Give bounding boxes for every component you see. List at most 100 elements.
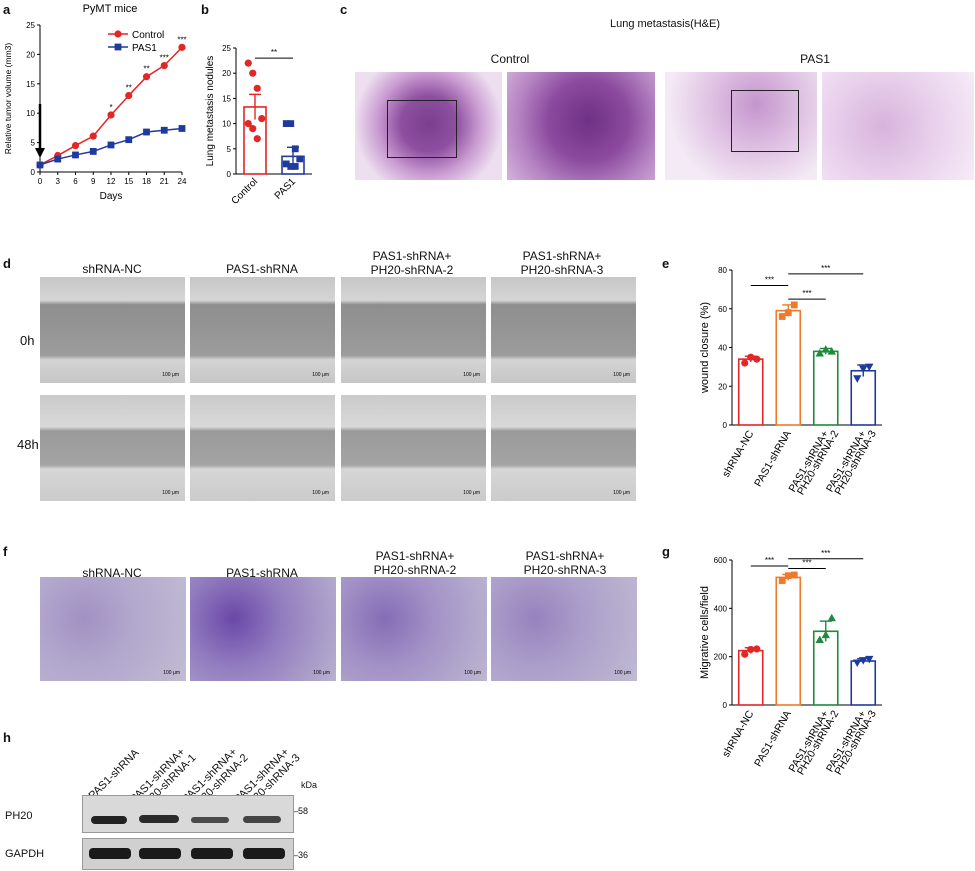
histology-pas1-zoom bbox=[822, 72, 974, 180]
data-point bbox=[853, 659, 862, 668]
bar bbox=[775, 309, 802, 426]
scale-bar: 100 μm bbox=[162, 490, 179, 496]
data-point bbox=[36, 161, 44, 169]
y-tick-label: 25 bbox=[26, 21, 35, 30]
scale-bar: 100 μm bbox=[614, 670, 631, 676]
x-category-label: shRNA-NC bbox=[720, 428, 757, 479]
x-category-label: PAS1 bbox=[273, 176, 299, 202]
bar bbox=[812, 350, 839, 426]
data-point bbox=[54, 155, 62, 163]
x-axis-label: Days bbox=[100, 191, 123, 202]
chart-b: 0 5 10 15 20 25 Lung metastasis nodules Control… bbox=[205, 44, 312, 207]
panel-d-col-3: PAS1-shRNA+ PH20-shRNA-2 bbox=[370, 249, 454, 277]
legend-marker bbox=[114, 30, 122, 38]
data-point bbox=[790, 571, 798, 579]
data-point bbox=[747, 353, 755, 361]
data-point bbox=[71, 141, 80, 150]
band bbox=[191, 848, 233, 859]
wound-image-48h-2: 100 μm bbox=[190, 395, 335, 501]
significance-mark: *** bbox=[765, 556, 774, 565]
y-tick-label: 25 bbox=[222, 44, 231, 53]
x-tick-label: 18 bbox=[142, 177, 151, 186]
panel-c-group-control: Control bbox=[490, 52, 530, 66]
data-point bbox=[753, 645, 761, 653]
x-tick-label: 0 bbox=[38, 177, 43, 186]
panel-d-col-4: PAS1-shRNA+ PH20-shRNA-3 bbox=[520, 249, 604, 277]
data-point bbox=[244, 59, 252, 67]
data-point bbox=[827, 347, 836, 355]
panel-label-e: e bbox=[662, 256, 670, 271]
histology-control-overview bbox=[355, 72, 502, 180]
y-tick-label: 20 bbox=[26, 50, 35, 59]
significance-mark: ** bbox=[271, 48, 277, 57]
chart-a: PyMT mice 0 5 10 15 20 25 0 3 6 9 12 15 18 21 24 Days Re… bbox=[3, 3, 187, 202]
band bbox=[91, 816, 127, 824]
y-axis-label: Relative tumor volume (mm3) bbox=[3, 43, 13, 155]
scale-bar: 100 μm bbox=[464, 670, 481, 676]
data-point bbox=[89, 148, 97, 155]
blot-ph20 bbox=[82, 795, 294, 833]
y-tick-label: 80 bbox=[718, 266, 727, 275]
scale-bar: 100 μm bbox=[463, 372, 480, 378]
significance-mark: * bbox=[109, 103, 112, 112]
scale-bar: 100 μm bbox=[313, 670, 330, 676]
data-point bbox=[160, 126, 168, 134]
y-tick-label: 600 bbox=[714, 556, 728, 565]
kda-label: kDa bbox=[301, 780, 318, 790]
data-point bbox=[790, 301, 798, 309]
y-tick-label: 15 bbox=[26, 80, 35, 89]
data-point bbox=[142, 73, 151, 81]
data-point bbox=[753, 355, 761, 363]
data-point bbox=[291, 145, 299, 153]
transwell-image-1: 100 μm bbox=[40, 577, 186, 681]
data-point bbox=[821, 345, 830, 353]
data-point bbox=[72, 151, 79, 159]
y-tick-label: 0 bbox=[723, 421, 728, 430]
data-point bbox=[258, 114, 266, 123]
panel-d-row-48h: 48h bbox=[17, 437, 39, 452]
panel-f-col-3: PAS1-shRNA+ PH20-shRNA-2 bbox=[373, 549, 457, 577]
y-tick-label: 400 bbox=[714, 604, 728, 613]
band bbox=[243, 848, 285, 859]
y-tick-label: 10 bbox=[222, 120, 231, 129]
scale-bar: 100 μm bbox=[312, 372, 329, 378]
y-axis-label: wound closure (%) bbox=[699, 302, 711, 394]
data-point bbox=[178, 43, 186, 51]
panel-d-row-0h: 0h bbox=[20, 333, 35, 348]
zoom-box bbox=[731, 90, 799, 152]
wound-image-48h-1: 100 μm bbox=[40, 395, 185, 501]
x-tick-label: 3 bbox=[56, 177, 61, 186]
x-category-label: PAS1-shRNA bbox=[752, 709, 794, 769]
significance-mark: *** bbox=[765, 276, 774, 285]
data-point bbox=[178, 125, 186, 132]
legend-label: Control bbox=[132, 30, 164, 41]
data-point bbox=[282, 120, 290, 127]
data-point bbox=[282, 160, 290, 168]
chart-a-title: PyMT mice bbox=[83, 3, 138, 15]
wound-image-0h-3: 100 μm bbox=[341, 277, 486, 383]
chart-g: 0 200 400 600 Migrative cells/field shRNA-NCP… bbox=[699, 549, 882, 775]
significance-mark: ** bbox=[143, 65, 149, 74]
significance-mark: ** bbox=[126, 84, 132, 93]
wound-image-48h-3: 100 μm bbox=[341, 395, 486, 501]
significance-mark: *** bbox=[821, 549, 830, 558]
data-point bbox=[859, 657, 868, 665]
significance-mark: *** bbox=[802, 289, 811, 298]
data-point bbox=[778, 313, 786, 320]
band bbox=[139, 848, 181, 859]
data-point bbox=[143, 128, 150, 136]
data-point bbox=[287, 163, 295, 170]
x-category-label: PAS1-shRNA bbox=[752, 429, 794, 489]
panel-f-col-2: PAS1-shRNA bbox=[226, 566, 298, 580]
panel-label-c: c bbox=[340, 2, 348, 17]
zoom-box bbox=[387, 100, 457, 158]
data-point bbox=[778, 577, 786, 584]
data-point bbox=[741, 359, 749, 367]
bar bbox=[850, 660, 877, 706]
panel-label-b: b bbox=[201, 2, 209, 17]
y-axis-label: Lung metastasis nodules bbox=[205, 56, 216, 167]
y-tick-label: 10 bbox=[26, 109, 35, 118]
x-category-label: Control bbox=[230, 176, 261, 207]
band bbox=[139, 815, 179, 823]
significance-mark: *** bbox=[802, 558, 811, 567]
